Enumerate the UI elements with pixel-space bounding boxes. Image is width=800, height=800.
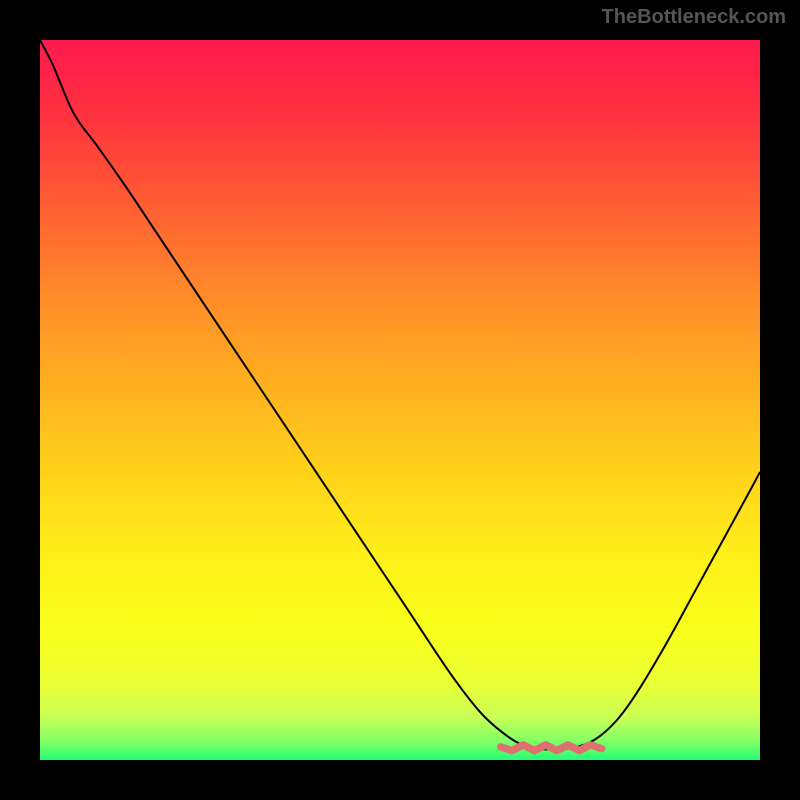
curve-layer	[40, 40, 760, 760]
bottleneck-curve	[40, 40, 760, 749]
optimal-range-marker	[501, 745, 602, 751]
watermark: TheBottleneck.com	[602, 6, 786, 29]
plot-area	[40, 40, 760, 760]
